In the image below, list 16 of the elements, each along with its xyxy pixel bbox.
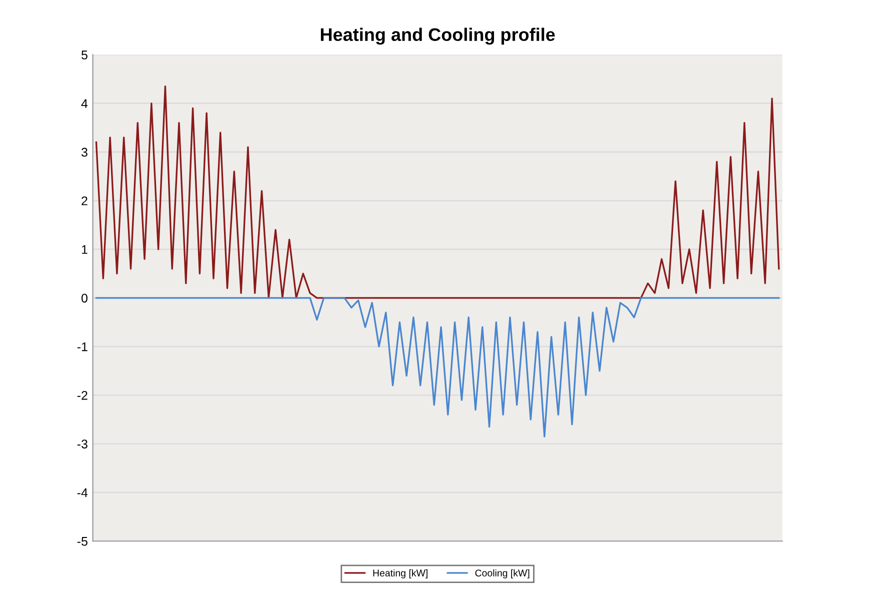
y-tick-label: 0 xyxy=(81,294,88,303)
legend-label: Cooling [kW] xyxy=(475,569,530,578)
y-tick-label: -3 xyxy=(77,440,88,448)
y-tick-label: 2 xyxy=(82,196,88,206)
line-series xyxy=(95,297,780,438)
y-tick-label: -4 xyxy=(77,488,88,498)
y-tick-label: 3 xyxy=(81,148,88,157)
y-tick-label: -5 xyxy=(77,537,88,546)
line-series xyxy=(95,86,780,299)
y-tick-label: -1 xyxy=(77,342,88,352)
legend-label: Heating [kW] xyxy=(373,569,428,578)
y-tick-label: 5 xyxy=(82,50,88,60)
y-tick-label: 1 xyxy=(82,245,88,254)
chart-title: Heating and Cooling profile xyxy=(320,28,555,45)
y-tick-label: -2 xyxy=(77,391,88,400)
y-tick-label: 4 xyxy=(81,99,88,108)
